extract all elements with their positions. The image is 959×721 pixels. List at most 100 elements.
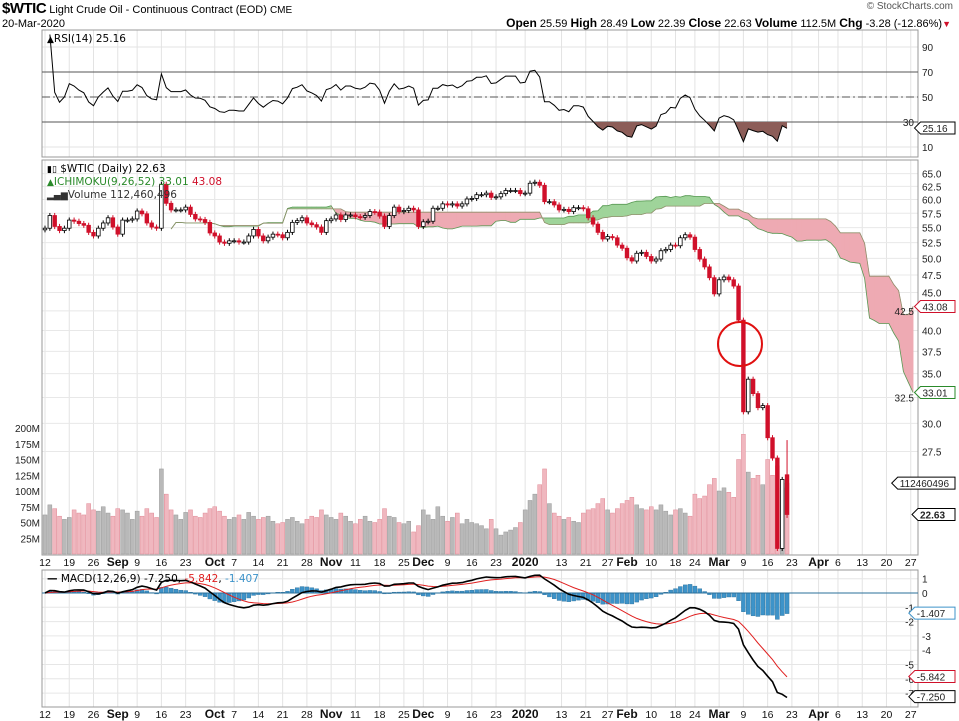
volume-bar — [52, 508, 57, 555]
macd-legend: — MACD(12,26,9) -7.250, -5.842, -1.407 — [47, 573, 259, 585]
candle-body — [207, 221, 213, 234]
ichimoku-cloud-segment — [864, 243, 870, 319]
ichimoku-cloud-segment — [646, 200, 652, 214]
ichimoku-cloud-segment — [607, 203, 613, 218]
x-tick-label: 28 — [301, 709, 313, 721]
candle-body — [421, 221, 426, 227]
volume-bar — [47, 504, 53, 555]
ichimoku-cloud-segment — [655, 196, 662, 210]
macd-y-tick: -2 — [905, 618, 914, 629]
volume-bar — [479, 525, 484, 555]
volume-bar — [760, 484, 766, 555]
x-tick-label: 2020 — [512, 707, 539, 721]
volume-bar — [687, 515, 693, 555]
symbol: $WTIC — [2, 0, 47, 17]
candle-body — [333, 214, 339, 220]
candle-body — [527, 182, 533, 194]
candle-body — [377, 211, 382, 217]
candle-body — [168, 202, 174, 211]
macd-histogram-bar — [678, 586, 683, 594]
volume-bar — [736, 459, 741, 555]
ichimoku-cloud-segment — [878, 275, 885, 324]
volume-bar — [746, 471, 751, 555]
candle-body — [440, 203, 445, 209]
panel-frames — [41, 29, 919, 708]
candle-body — [668, 244, 673, 250]
macd-histogram-bar — [780, 592, 785, 616]
macd-histogram-bar — [716, 592, 722, 599]
macd-histogram-bar — [600, 592, 605, 605]
candle-body — [653, 258, 659, 262]
candle-body — [299, 217, 305, 222]
macd-histogram-bar — [770, 592, 775, 616]
price-y-tick: 32.5 — [895, 394, 915, 405]
candle-body — [202, 219, 208, 223]
ichimoku-cloud-segment — [476, 211, 482, 227]
candle-body — [731, 279, 736, 287]
ichimoku-cloud-segment — [684, 195, 691, 207]
x-tick-label: 20 — [881, 709, 893, 721]
macd-y-tick: -5 — [905, 661, 914, 672]
ichimoku-cloud-segment — [461, 211, 468, 227]
macd-value: -7.250 — [143, 573, 178, 585]
macd-value-tag: -7.250 — [917, 693, 946, 704]
macd-histogram-bar — [615, 592, 620, 604]
x-tick-label: 14 — [253, 557, 265, 569]
x-tick-label: 13 — [556, 557, 568, 569]
ichimoku-cloud-segment — [456, 211, 463, 228]
ichimoku-cloud-segment — [670, 196, 676, 207]
volume-y-tick: 25M — [21, 534, 40, 545]
volume-bar — [280, 522, 285, 555]
candle-body — [479, 194, 484, 197]
ichimoku-cloud-segment — [631, 200, 638, 215]
candle-body — [493, 196, 499, 199]
volume-bar — [387, 515, 392, 555]
ichimoku-cloud-segment — [519, 211, 526, 220]
volume-bar — [231, 517, 237, 555]
volume-y-tick: 125M — [15, 471, 40, 482]
volume-bar — [770, 475, 775, 555]
title-block: $WTIC Light Crude Oil - Continuous Contr… — [2, 0, 292, 19]
candle-body — [488, 192, 494, 198]
candle-body — [605, 236, 610, 240]
high-label: High — [570, 16, 598, 30]
value-tags: 25.16 43.08 33.01 112460496 22.63 -1.407 -5.84… — [890, 121, 956, 704]
candle-body — [760, 405, 765, 409]
candle-body — [547, 201, 552, 204]
macd-histogram-bar — [484, 589, 489, 594]
volume-bar — [610, 512, 615, 555]
price-y-tick: 52.5 — [922, 239, 942, 250]
volume-bar — [139, 515, 145, 555]
rsi-legend-icon: ▲ — [47, 35, 54, 45]
macd-histogram-bar — [634, 592, 639, 603]
macd-histogram-bar — [755, 592, 761, 617]
candle-body — [120, 219, 125, 235]
ichimoku-a-value: 33.01 — [158, 176, 189, 188]
candle-body — [251, 228, 256, 237]
candle-body — [149, 222, 154, 228]
candle-body — [416, 209, 421, 227]
volume-bar — [144, 508, 150, 555]
candle-body — [178, 209, 183, 212]
candle-body — [396, 206, 402, 212]
x-tick-label: 23 — [786, 709, 798, 721]
x-tick-label: 28 — [301, 557, 313, 569]
x-tick-label: 13 — [856, 709, 868, 721]
ichimoku-cloud-segment — [398, 211, 405, 224]
candle-body — [324, 220, 329, 233]
candle-body — [96, 227, 101, 237]
ichimoku-cloud-segment — [466, 211, 473, 227]
candle-body — [241, 241, 247, 244]
ichimoku-legend-text: ICHIMOKU(9,26,52) — [53, 176, 156, 188]
x-tick-label: Nov — [320, 707, 343, 721]
volume-bar — [605, 509, 610, 555]
x-tick-label: 6 — [835, 709, 841, 721]
close-value: 22.63 — [724, 18, 752, 30]
price-legend-text: $WTIC (Daily) 22.63 — [60, 163, 166, 175]
x-tick-label: 18 — [670, 709, 682, 721]
volume-bar — [619, 503, 625, 555]
x-tick-label: 25 — [398, 557, 410, 569]
candle-body — [750, 378, 756, 395]
candle-body — [285, 231, 290, 239]
volume-bar — [212, 506, 217, 555]
